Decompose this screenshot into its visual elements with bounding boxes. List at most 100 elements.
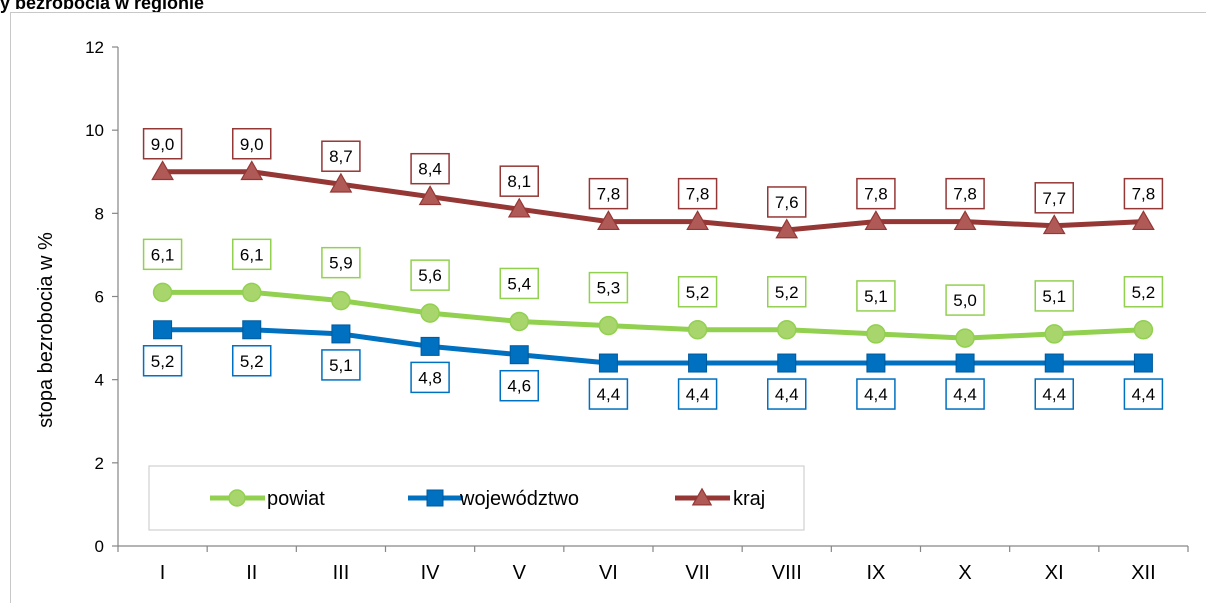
data-label-box — [321, 349, 361, 381]
chart-header: y bezrobocia w regionie — [0, 0, 205, 13]
y-tick-label: 12 — [85, 38, 104, 57]
data-label: 4,6 — [507, 377, 531, 396]
data-label: 7,8 — [864, 185, 888, 204]
data-label-box — [410, 259, 450, 291]
data-label-box — [1123, 177, 1164, 210]
data-point — [866, 353, 886, 373]
data-label-box — [410, 152, 450, 185]
legend-marker — [228, 489, 246, 507]
data-label: 6,1 — [151, 245, 175, 264]
y-tick-label: 2 — [95, 454, 104, 473]
data-point — [777, 320, 797, 340]
data-labels: 6,1 6,1 5,9 5,6 5,4 5,3 5,2 5,2 5,1 5,0 5,1 5,2 5,2 5… — [142, 128, 1164, 410]
data-label: 5,4 — [507, 274, 531, 293]
data-label: 7,8 — [597, 185, 621, 204]
data-label: 4,4 — [864, 385, 888, 404]
data-label: 9,0 — [151, 135, 175, 154]
data-point — [1133, 353, 1153, 373]
legend-label: kraj — [733, 488, 765, 510]
data-label: 5,6 — [418, 266, 442, 285]
data-label-box — [767, 186, 807, 218]
data-label: 5,2 — [686, 283, 710, 302]
y-tick-label: 10 — [85, 121, 104, 140]
x-tick-label: VII — [685, 562, 709, 584]
data-point — [331, 324, 351, 344]
data-point — [329, 172, 353, 193]
data-point — [1133, 320, 1154, 340]
data-label: 5,9 — [329, 254, 353, 273]
data-label: 5,3 — [597, 279, 621, 298]
x-tick-label: II — [246, 562, 257, 584]
data-label: 7,8 — [686, 185, 710, 204]
data-point — [331, 290, 351, 311]
data-label-box — [677, 276, 718, 308]
y-tick-label: 4 — [95, 371, 104, 390]
data-point — [775, 218, 799, 239]
data-label: 7,7 — [1042, 189, 1066, 208]
data-label-box — [232, 345, 272, 377]
data-point — [509, 345, 529, 365]
data-label-box — [767, 378, 807, 410]
data-label-box — [1123, 276, 1164, 308]
data-point — [777, 353, 797, 373]
series-line-circle — [160, 289, 1146, 341]
series-lines — [151, 160, 1155, 373]
y-tick-label: 0 — [95, 537, 104, 556]
data-point — [864, 210, 888, 231]
data-label-box — [499, 267, 539, 300]
data-point — [420, 303, 440, 323]
y-tick-label: 6 — [95, 288, 104, 307]
data-label-box — [945, 378, 985, 410]
data-point — [242, 320, 262, 340]
data-label: 7,6 — [775, 193, 799, 212]
data-point — [152, 282, 173, 303]
legend-marker — [691, 487, 713, 506]
data-point — [597, 210, 620, 231]
data-label: 5,1 — [1042, 287, 1066, 306]
data-point — [1044, 324, 1064, 344]
data-point — [242, 282, 262, 303]
x-tick-label: V — [513, 562, 527, 584]
data-label: 4,8 — [418, 368, 442, 387]
data-point — [1042, 214, 1066, 235]
y-tick-label: 8 — [95, 204, 104, 223]
data-label: 5,0 — [953, 291, 977, 310]
data-point — [688, 353, 708, 373]
data-point — [420, 336, 440, 356]
data-label: 8,4 — [418, 160, 442, 179]
data-label-box — [142, 238, 183, 271]
data-label-box — [856, 280, 896, 312]
series-line-square — [160, 327, 1146, 366]
data-label-box — [142, 345, 183, 377]
data-point — [955, 328, 975, 348]
data-label-box — [1034, 182, 1074, 214]
data-label-box — [321, 140, 361, 172]
data-label-box — [232, 238, 272, 271]
x-tick-label: VIII — [772, 562, 802, 584]
data-label: 4,4 — [1042, 385, 1066, 404]
data-label-box — [232, 128, 272, 160]
data-point — [1044, 353, 1064, 373]
data-label-box — [410, 361, 450, 394]
data-label-box — [588, 177, 629, 210]
data-label: 4,4 — [953, 385, 977, 404]
x-tick-label: XI — [1045, 562, 1064, 584]
legend-marker — [426, 489, 444, 507]
data-label-box — [945, 177, 985, 210]
data-point — [953, 210, 977, 231]
chart-frame — [10, 12, 1206, 603]
data-label: 5,2 — [240, 352, 264, 371]
data-label: 5,2 — [775, 283, 799, 302]
data-label: 6,1 — [240, 245, 264, 264]
data-label-box — [856, 378, 896, 410]
data-label-box — [1123, 378, 1164, 410]
data-label-box — [1034, 378, 1074, 410]
data-point — [1132, 210, 1155, 231]
data-label: 8,1 — [507, 172, 531, 191]
x-tick-label: I — [160, 562, 166, 584]
data-point — [687, 320, 708, 340]
data-point — [507, 197, 531, 218]
